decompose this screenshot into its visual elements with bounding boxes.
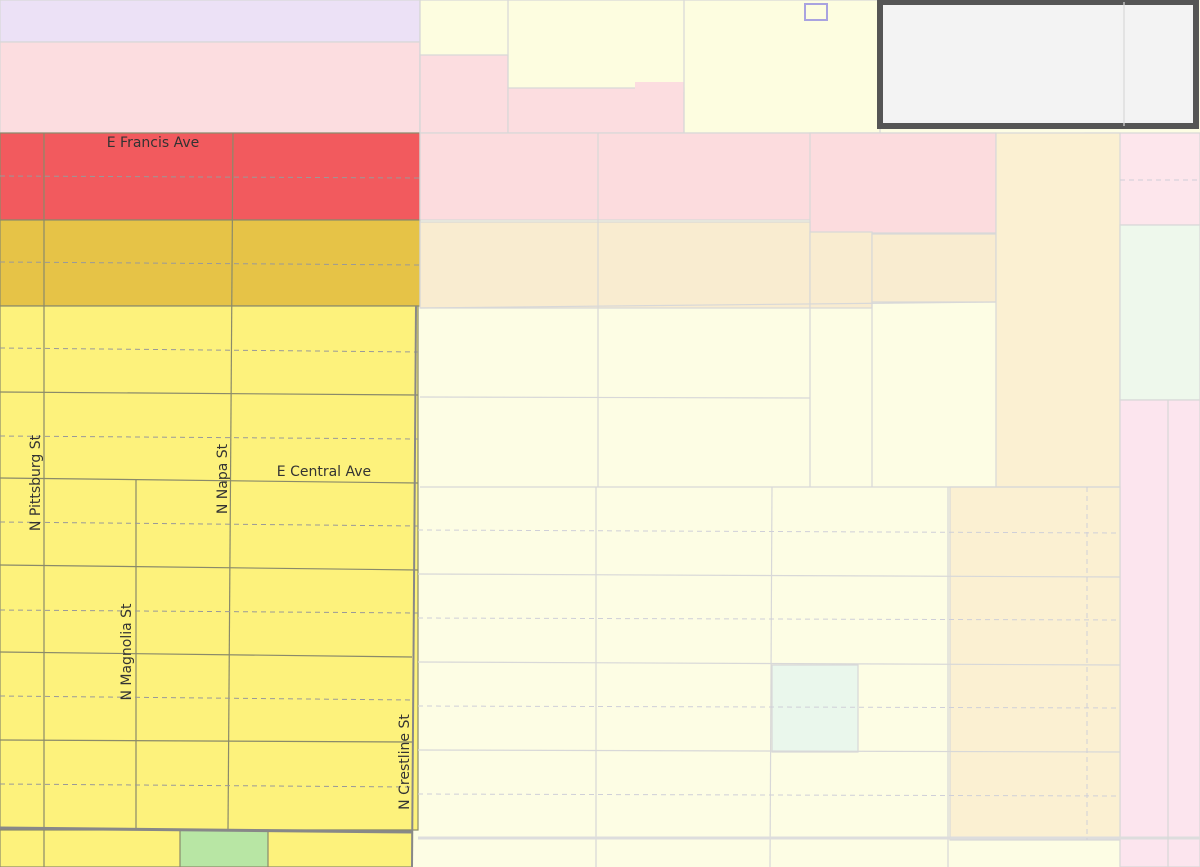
street-label: N Magnolia St (119, 603, 135, 701)
street-label: E Francis Ave (107, 135, 200, 151)
street-label: N Pittsburg St (28, 434, 44, 531)
street-labels: E Francis Ave E Central Ave N Pittsburg … (28, 135, 413, 810)
street-label: E Central Ave (277, 464, 371, 480)
street-label: N Crestline St (397, 714, 413, 810)
street-label: N Napa St (215, 443, 231, 514)
